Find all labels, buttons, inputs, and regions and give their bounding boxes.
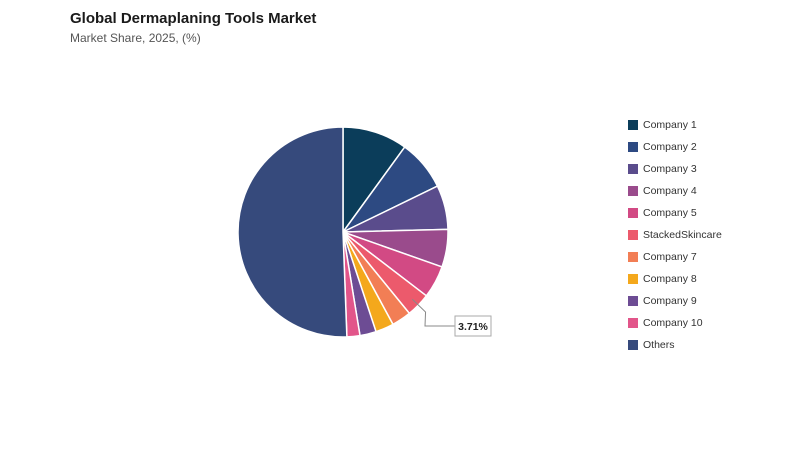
- legend-label: Company 5: [643, 207, 697, 219]
- legend-item: Company 7: [628, 246, 722, 268]
- annotation-box: [454, 315, 492, 337]
- chart-legend: Company 1 Company 2 Company 3 Company 4 Comp…: [628, 114, 722, 356]
- legend-swatch: [628, 296, 638, 306]
- legend-item: Company 10: [628, 312, 722, 334]
- legend-swatch: [628, 142, 638, 152]
- legend-label: Company 2: [643, 141, 697, 153]
- legend-swatch: [628, 120, 638, 130]
- legend-swatch: [628, 252, 638, 262]
- legend-item: Company 8: [628, 268, 722, 290]
- legend-label: Company 3: [643, 163, 697, 175]
- legend-item: Company 3: [628, 158, 722, 180]
- legend-label: Others: [643, 339, 675, 351]
- legend-label: StackedSkincare: [643, 229, 722, 241]
- chart-subtitle: Market Share, 2025, (%): [70, 31, 201, 45]
- legend-item: Company 9: [628, 290, 722, 312]
- legend-swatch: [628, 186, 638, 196]
- legend-item: Company 4: [628, 180, 722, 202]
- annotation-leader-line: [412, 298, 455, 327]
- legend-swatch: [628, 164, 638, 174]
- legend-swatch: [628, 274, 638, 284]
- legend-swatch: [628, 208, 638, 218]
- legend-swatch: [628, 318, 638, 328]
- legend-label: Company 9: [643, 295, 697, 307]
- legend-label: Company 10: [643, 317, 703, 329]
- annotation-label: 3.71%: [458, 321, 488, 333]
- pie-slice-others: [237, 126, 348, 338]
- chart-title: Global Dermaplaning Tools Market: [70, 10, 317, 27]
- legend-label: Company 4: [643, 185, 697, 197]
- legend-item: Company 1: [628, 114, 722, 136]
- legend-label: Company 8: [643, 273, 697, 285]
- legend-item: Company 2: [628, 136, 722, 158]
- legend-label: Company 7: [643, 251, 697, 263]
- legend-item: Company 5: [628, 202, 722, 224]
- legend-item: Others: [628, 334, 722, 356]
- legend-label: Company 1: [643, 119, 697, 131]
- legend-swatch: [628, 340, 638, 350]
- legend-item: StackedSkincare: [628, 224, 722, 246]
- legend-swatch: [628, 230, 638, 240]
